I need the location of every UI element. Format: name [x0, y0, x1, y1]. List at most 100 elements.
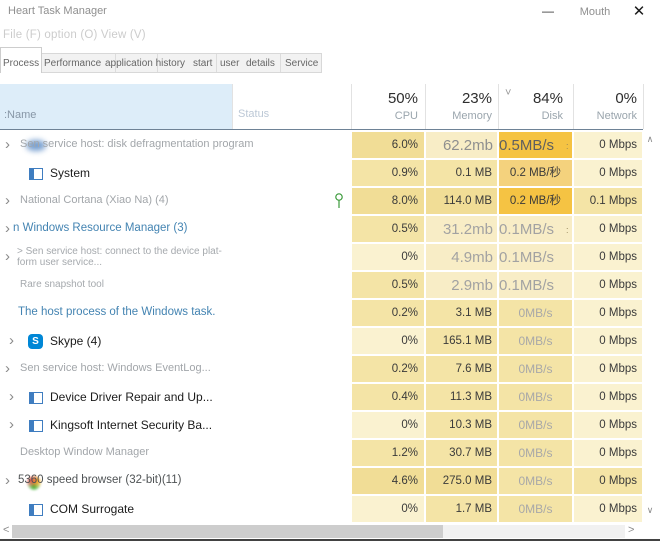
cpu-heat-cell	[352, 496, 424, 522]
net-heat-cell	[574, 440, 642, 466]
net-heat-cell	[574, 272, 642, 298]
mem-heat-cell	[426, 496, 497, 522]
process-name: > Sen service host: connect to the devic…	[17, 246, 222, 257]
mem-heat-cell	[426, 272, 497, 298]
menu-bar[interactable]: File (F) option (O) View (V)	[3, 29, 146, 41]
tab-user[interactable]: user	[220, 58, 240, 69]
cpu-heat-cell	[352, 188, 424, 214]
disk-heat-cell	[499, 244, 572, 270]
window-bottom-border	[0, 539, 660, 541]
column-separator	[425, 84, 426, 129]
disk-heat-cell	[499, 468, 572, 494]
memory-value: 3.1 MB	[455, 307, 492, 319]
process-name: System	[50, 166, 91, 180]
app-window-icon	[29, 392, 43, 404]
tab-process[interactable]: Process	[3, 58, 40, 69]
column-separator	[643, 84, 644, 129]
tab-separator	[280, 54, 281, 72]
tab-start[interactable]: start	[193, 58, 213, 69]
scroll-up-arrow[interactable]: ∧	[646, 134, 654, 144]
expand-chevron-icon[interactable]: ›	[9, 416, 14, 433]
net-heat-cell	[574, 496, 642, 522]
process-name-line2: form user service...	[17, 257, 103, 268]
mem-heat-cell	[426, 132, 497, 158]
process-name: Rare snapshot tool	[20, 279, 104, 290]
cpu-value: 4.6%	[391, 475, 418, 487]
column-header-cpu[interactable]: CPU	[394, 110, 418, 122]
mem-heat-cell	[426, 244, 497, 270]
column-header-network[interactable]: Network	[596, 110, 637, 122]
cpu-heat-cell	[352, 468, 424, 494]
disk-heat-cell	[499, 496, 572, 522]
expand-chevron-icon[interactable]: ›	[5, 220, 10, 237]
cpu-heat-cell	[352, 160, 424, 186]
disk-heat-cell	[499, 272, 572, 298]
memory-value: 7.6 MB	[455, 363, 492, 375]
network-value: 0 Mbps	[599, 447, 637, 459]
disk-value: 0MB/s	[518, 474, 553, 488]
horizontal-scrollbar-thumb[interactable]	[12, 525, 443, 538]
cpu-value: 0.2%	[391, 307, 418, 319]
cpu-heat-cell	[352, 384, 424, 410]
disk-heat-cell	[499, 412, 572, 438]
network-value: 0 Mbps	[599, 139, 637, 151]
network-value: 0 Mbps	[599, 363, 637, 375]
expand-chevron-icon[interactable]: ›	[5, 192, 10, 209]
network-value: 0 Mbps	[599, 223, 637, 235]
tab-process-background	[0, 47, 42, 73]
column-separator	[573, 84, 574, 129]
expand-chevron-icon[interactable]: ›	[9, 388, 14, 405]
column-header-disk[interactable]: Disk	[541, 110, 563, 122]
disk-value: 0MB/s	[518, 362, 553, 376]
mem-heat-cell	[426, 356, 497, 382]
network-value: 0 Mbps	[599, 251, 637, 263]
network-value: 0 Mbps	[599, 419, 637, 431]
tab-performance[interactable]: Performance	[44, 58, 102, 69]
memory-value: 11.3 MB	[450, 391, 492, 403]
expand-chevron-icon[interactable]: ›	[9, 332, 14, 349]
memory-value: 62.2mb	[442, 137, 493, 154]
scroll-left-arrow[interactable]: <	[3, 524, 10, 536]
memory-value: 10.3 MB	[449, 419, 492, 431]
disk-value: 0MB/s	[518, 334, 553, 348]
disk-heat-cell	[499, 328, 572, 354]
tab-details[interactable]: details	[246, 58, 275, 69]
browser-app-icon	[27, 476, 41, 490]
process-name: National Cortana (Xiao Na) (4)	[20, 194, 169, 206]
expand-chevron-icon[interactable]: ›	[5, 360, 10, 377]
cpu-value: 0%	[401, 419, 418, 431]
column-header-memory[interactable]: Memory	[452, 110, 492, 122]
cpu-value: 0.5%	[391, 223, 418, 235]
column-header-status[interactable]: Status	[238, 108, 270, 120]
process-name: 5360 speed browser (32-bit)(11)	[18, 474, 182, 486]
network-value: 0 Mbps	[599, 307, 637, 319]
text-artifact: :	[566, 225, 569, 235]
disk-value: 0MB/s	[518, 502, 553, 516]
disk-value: 0.1MB/s	[499, 277, 555, 294]
tab-application-history[interactable]: application history	[105, 58, 186, 69]
cpu-value: 0.5%	[391, 279, 418, 291]
expand-chevron-icon[interactable]: ›	[5, 136, 10, 153]
scroll-right-arrow[interactable]: >	[628, 524, 635, 536]
process-name: Sen service host: disk defragmentation p…	[20, 138, 254, 150]
scroll-down-arrow[interactable]: ∨	[646, 505, 654, 515]
process-name: COM Surrogate	[50, 502, 135, 516]
memory-value: 2.9mb	[451, 277, 493, 294]
memory-value: 0.1 MB	[455, 167, 492, 179]
close-button[interactable]: ✕	[632, 3, 646, 20]
disk-heat-cell	[499, 132, 572, 158]
process-name: n Windows Resource Manager (3)	[13, 222, 188, 234]
cpu-heat-cell	[352, 412, 424, 438]
app-window-icon	[29, 168, 43, 180]
expand-chevron-icon[interactable]: ›	[5, 248, 10, 265]
tab-separator	[216, 54, 217, 72]
column-header-name[interactable]	[0, 84, 232, 129]
expand-chevron-icon[interactable]: ›	[5, 472, 10, 489]
maximize-button[interactable]: Mouth	[579, 6, 611, 18]
process-name: Sen service host: Windows EventLog...	[20, 362, 211, 374]
disk-heat-cell	[499, 216, 572, 242]
tab-service[interactable]: Service	[285, 58, 319, 69]
minimize-button[interactable]: —	[542, 4, 554, 18]
disk-value: 0MB/s	[518, 390, 553, 404]
